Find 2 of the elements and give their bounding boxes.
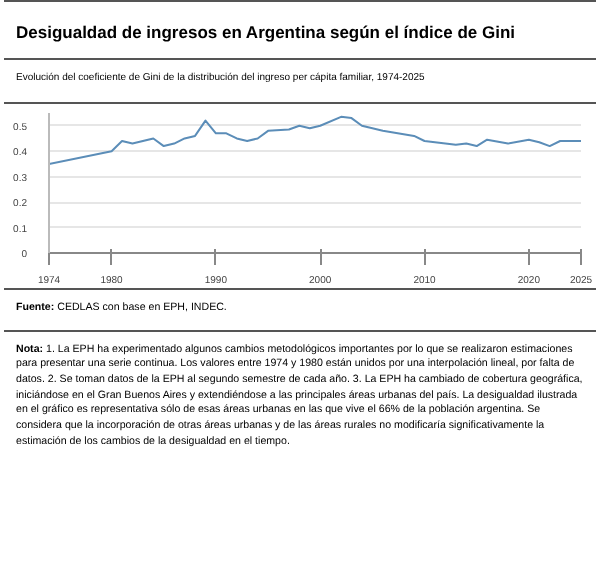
line-series <box>49 115 581 165</box>
chart-title: Desigualdad de ingresos en Argentina según el índice de Gini <box>16 20 516 45</box>
